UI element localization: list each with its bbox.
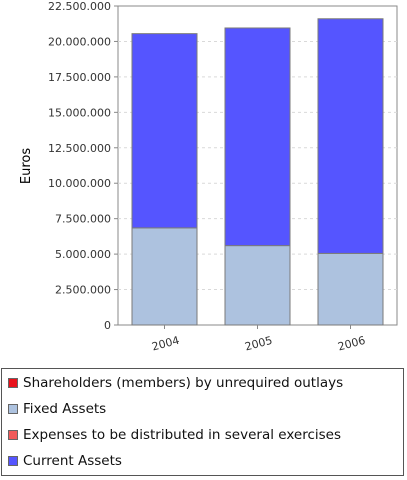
bars [131,18,384,326]
legend-swatch [8,404,18,414]
y-tick-label: 0 [104,319,111,332]
bar-2006-series-1 [317,252,384,326]
y-tick-label: 2.500.000 [55,284,111,297]
bar-2005-series-1 [224,245,291,326]
legend-item: Current Assets [8,451,122,471]
y-tick-label: 10.000.000 [48,177,111,190]
legend-swatch [8,430,18,440]
bar-2004-series-1 [131,227,198,326]
y-axis-title: Euros [19,148,34,184]
bar-2006-series-3 [317,18,384,254]
x-axis-ticks: 2004 2005 2006 [150,325,367,354]
y-tick-label: 20.000.000 [48,35,111,48]
y-axis-ticks: 0 2.500.000 5.000.000 7.500.000 10.000.000 12… [48,0,118,332]
x-tick-label: 2005 [243,334,273,354]
y-tick-label: 22.500.000 [48,0,111,13]
legend: Shareholders (members) by unrequired out… [1,368,404,476]
legend-item: Shareholders (members) by unrequired out… [8,373,343,393]
y-tick-label: 17.500.000 [48,71,111,84]
legend-swatch [8,456,18,466]
legend-label: Shareholders (members) by unrequired out… [23,375,344,391]
stacked-bar-chart: 0 2.500.000 5.000.000 7.500.000 10.000.000 12… [19,0,398,354]
y-tick-label: 5.000.000 [55,248,111,261]
legend-label: Current Assets [23,453,122,469]
y-tick-label: 12.500.000 [48,142,111,155]
y-tick-label: 7.500.000 [55,213,111,226]
bar-2005-series-3 [224,27,291,247]
legend-swatch [8,378,18,388]
legend-item: Expenses to be distributed in several ex… [8,425,341,445]
bar-2004-series-3 [131,33,198,229]
x-tick-label: 2004 [150,334,180,354]
x-tick-label: 2006 [336,334,366,354]
y-tick-label: 15.000.000 [48,106,111,119]
legend-label: Expenses to be distributed in several ex… [23,427,342,443]
legend-label: Fixed Assets [23,401,107,417]
legend-item: Fixed Assets [8,399,106,419]
